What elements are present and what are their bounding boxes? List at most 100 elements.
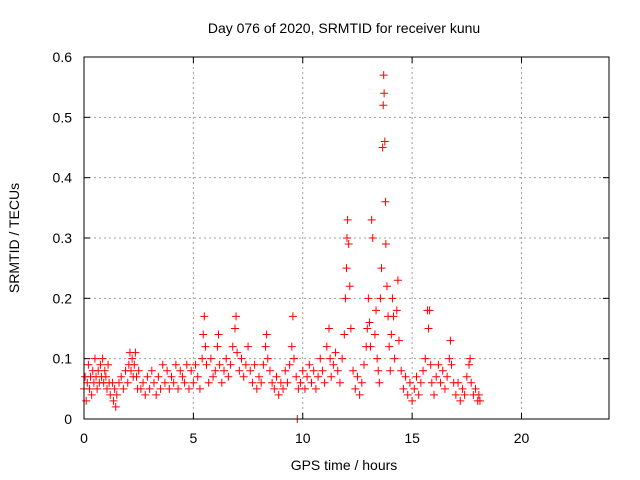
data-point xyxy=(202,360,211,369)
data-point xyxy=(374,366,383,375)
data-point xyxy=(292,372,301,381)
data-point xyxy=(471,384,480,393)
data-point xyxy=(147,366,156,375)
data-point xyxy=(360,360,368,369)
y-tick-label: 0 xyxy=(64,411,72,427)
data-point xyxy=(290,354,298,363)
data-point xyxy=(355,390,364,399)
data-point xyxy=(432,372,441,381)
data-point xyxy=(399,384,408,393)
data-point xyxy=(421,354,430,363)
data-points xyxy=(80,71,484,423)
data-point xyxy=(213,342,222,351)
data-point xyxy=(248,378,257,387)
data-point xyxy=(134,366,143,375)
data-point xyxy=(436,378,445,387)
data-point xyxy=(434,360,443,369)
data-point xyxy=(160,378,169,387)
data-point xyxy=(96,360,105,369)
data-point xyxy=(265,366,274,375)
x-tick-label: 20 xyxy=(514,430,530,446)
data-point xyxy=(335,378,344,387)
y-tick-label: 0.1 xyxy=(53,351,73,367)
data-point xyxy=(182,360,191,369)
data-point xyxy=(98,354,107,363)
data-point xyxy=(204,378,213,387)
data-point xyxy=(215,360,224,369)
data-point xyxy=(408,396,417,405)
data-point xyxy=(430,390,438,399)
data-point xyxy=(101,372,110,381)
data-point xyxy=(311,384,320,393)
data-point xyxy=(150,378,158,387)
data-point xyxy=(368,234,377,242)
data-point xyxy=(82,396,91,405)
data-point xyxy=(305,360,314,369)
data-point xyxy=(372,306,381,315)
grid-lines xyxy=(84,57,609,419)
data-point xyxy=(115,378,123,387)
data-point xyxy=(257,378,266,387)
data-point xyxy=(206,354,215,363)
data-point xyxy=(174,384,183,393)
x-tick-label: 5 xyxy=(189,430,197,446)
data-point xyxy=(261,342,270,351)
data-point xyxy=(307,378,316,387)
y-tick-label: 0.2 xyxy=(53,290,73,306)
data-point xyxy=(214,330,223,339)
data-point xyxy=(341,294,350,303)
data-point xyxy=(342,264,351,273)
data-point xyxy=(345,282,354,291)
data-point xyxy=(87,390,96,399)
data-point xyxy=(226,360,235,369)
data-point xyxy=(178,372,187,381)
data-point xyxy=(136,384,145,393)
data-point xyxy=(296,378,305,387)
data-point xyxy=(440,384,449,393)
data-point xyxy=(119,384,128,393)
data-point xyxy=(365,318,374,327)
data-point xyxy=(405,378,414,387)
data-point xyxy=(263,354,272,363)
data-point xyxy=(414,390,423,399)
data-point xyxy=(395,336,403,345)
data-point xyxy=(217,378,226,387)
data-point xyxy=(326,354,335,363)
data-point xyxy=(462,372,471,381)
data-point xyxy=(112,390,121,399)
data-point xyxy=(180,378,189,387)
data-point xyxy=(410,384,419,393)
data-point xyxy=(416,378,425,387)
data-point xyxy=(143,372,152,381)
data-point xyxy=(268,378,277,387)
data-point xyxy=(117,372,126,381)
data-point xyxy=(176,366,185,375)
data-point xyxy=(128,354,137,363)
data-point xyxy=(201,342,210,351)
data-point xyxy=(185,384,193,393)
data-point xyxy=(211,366,220,375)
data-point xyxy=(154,372,163,381)
data-point xyxy=(165,384,174,393)
data-point xyxy=(456,396,465,405)
data-point xyxy=(288,312,297,321)
data-point xyxy=(222,354,231,363)
data-point xyxy=(309,366,318,375)
data-point xyxy=(255,372,263,381)
data-point xyxy=(131,348,140,357)
data-point xyxy=(199,330,208,339)
data-point xyxy=(110,384,119,393)
data-point xyxy=(191,360,200,369)
data-point xyxy=(314,372,323,381)
data-point xyxy=(322,342,331,351)
data-point xyxy=(388,294,397,303)
data-point xyxy=(283,378,292,387)
data-point xyxy=(458,384,467,393)
data-point xyxy=(244,342,253,351)
data-point xyxy=(380,137,389,146)
data-point xyxy=(102,384,111,393)
data-point xyxy=(474,390,483,399)
data-point xyxy=(349,366,358,375)
data-point xyxy=(158,360,167,369)
